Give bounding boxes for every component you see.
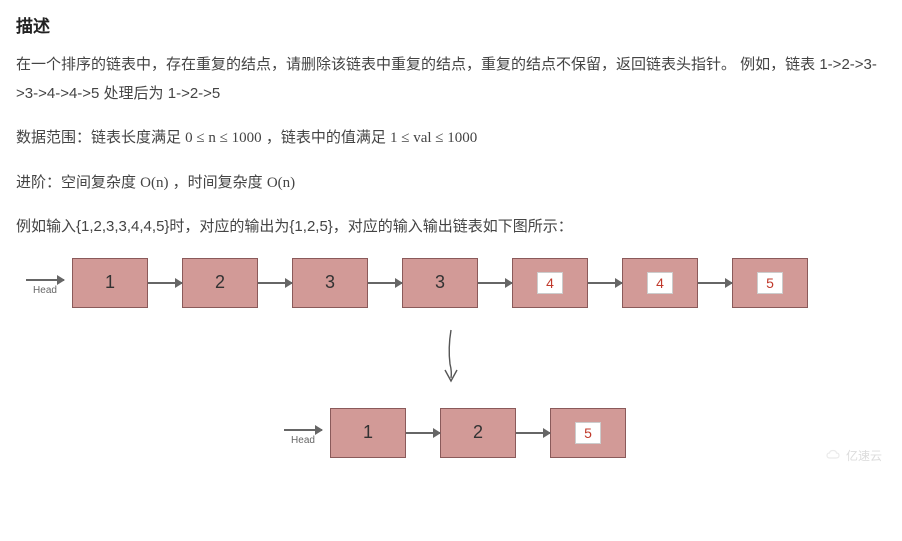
node-value: 4 bbox=[537, 272, 563, 294]
list-node: 1 bbox=[72, 258, 148, 308]
list-node: 5 bbox=[732, 258, 808, 308]
arrow-icon bbox=[26, 279, 64, 281]
data-range-paragraph: 数据范围：链表长度满足 0 ≤ n ≤ 1000 ，链表中的值满足 1 ≤ va… bbox=[16, 124, 886, 153]
list-node: 2 bbox=[440, 408, 516, 458]
list-node: 1 bbox=[330, 408, 406, 458]
input-chain: Head 1233445 bbox=[16, 258, 886, 308]
math-range-val: 1 ≤ val ≤ 1000 bbox=[390, 130, 477, 146]
text: 数据范围：链表长度满足 bbox=[16, 129, 185, 146]
list-node: 2 bbox=[182, 258, 258, 308]
node-value: 5 bbox=[575, 422, 601, 444]
arrow-icon bbox=[148, 282, 182, 284]
arrow-icon bbox=[258, 282, 292, 284]
list-node: 4 bbox=[512, 258, 588, 308]
list-node: 4 bbox=[622, 258, 698, 308]
arrow-icon bbox=[698, 282, 732, 284]
example-paragraph: 例如输入{1,2,3,3,4,4,5}时，对应的输出为{1,2,5}，对应的输入… bbox=[16, 213, 886, 242]
arrow-icon bbox=[406, 432, 440, 434]
section-title: 描述 bbox=[16, 12, 886, 37]
output-chain: Head 12 5 bbox=[16, 408, 886, 458]
arrow-icon bbox=[516, 432, 550, 434]
math-space: O(n) bbox=[140, 175, 168, 191]
description-paragraph-1: 在一个排序的链表中，存在重复的结点，请删除该链表中重复的结点，重复的结点不保留，… bbox=[16, 51, 886, 108]
linked-list-diagram: Head 1233445 Head 125 亿速云 bbox=[16, 258, 886, 458]
arrow-icon bbox=[588, 282, 622, 284]
watermark: 亿速云 bbox=[825, 447, 882, 464]
text: ，链表中的值满足 bbox=[266, 129, 390, 146]
list-node: 5 bbox=[550, 408, 626, 458]
arrow-icon bbox=[478, 282, 512, 284]
text: ，时间复杂度 bbox=[173, 174, 267, 191]
arrow-icon bbox=[284, 429, 322, 431]
node-value: 5 bbox=[757, 272, 783, 294]
arrow-icon bbox=[368, 282, 402, 284]
watermark-text: 亿速云 bbox=[846, 447, 882, 464]
transform-arrow bbox=[16, 328, 886, 388]
head-text: Head bbox=[33, 285, 57, 296]
math-range-n: 0 ≤ n ≤ 1000 bbox=[185, 130, 261, 146]
head-pointer: Head bbox=[26, 269, 64, 296]
node-value: 4 bbox=[647, 272, 673, 294]
list-node: 3 bbox=[292, 258, 368, 308]
cloud-icon bbox=[825, 449, 843, 461]
text: 进阶：空间复杂度 bbox=[16, 174, 140, 191]
complexity-paragraph: 进阶：空间复杂度 O(n) ，时间复杂度 O(n) bbox=[16, 169, 886, 198]
list-node: 3 bbox=[402, 258, 478, 308]
head-pointer: Head bbox=[284, 419, 322, 446]
math-time: O(n) bbox=[267, 175, 295, 191]
head-text: Head bbox=[291, 435, 315, 446]
